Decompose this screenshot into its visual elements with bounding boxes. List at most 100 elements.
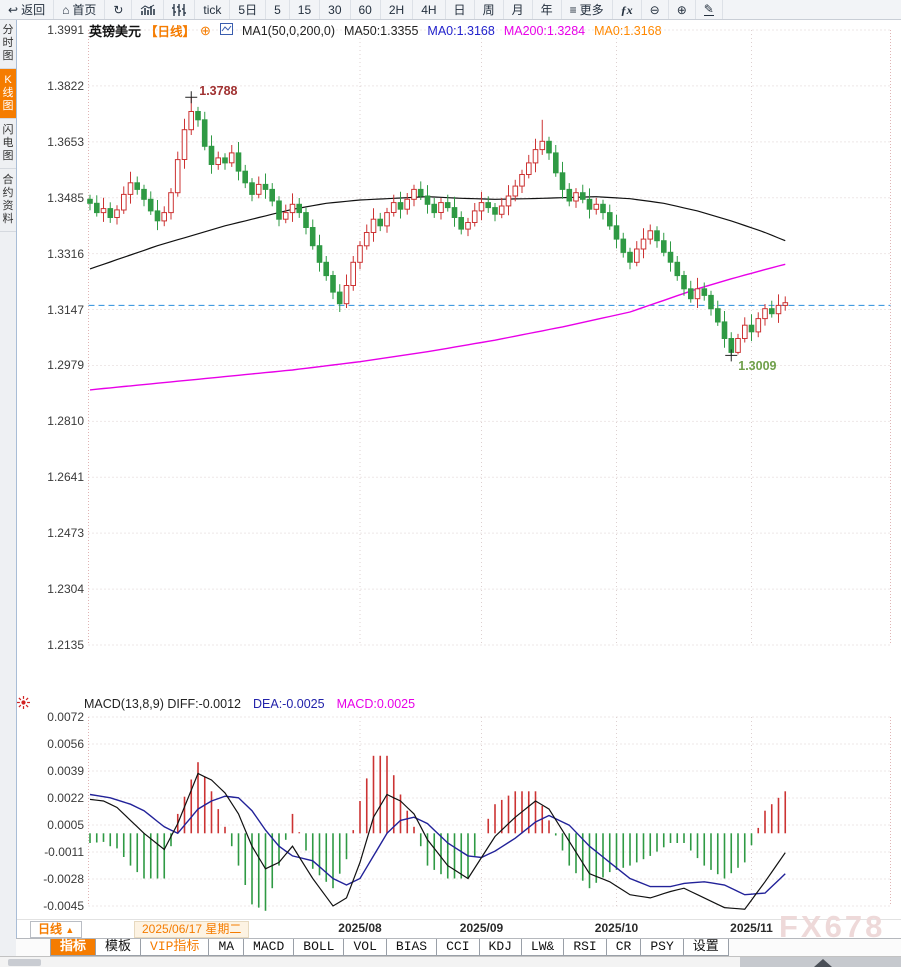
macd-header: MACD(13,8,9) DIFF:-0.0012 DEA:-0.0025 MA… bbox=[84, 697, 415, 711]
toolbar-button-interval-tick[interactable]: tick bbox=[195, 0, 231, 19]
month-axis-label: 2025/09 bbox=[459, 921, 504, 935]
indicator-tab-bar: 指标 模板 VIP指标 MA MACD BOLL VOL BIAS CCI KDJ LW& RSI CR… bbox=[16, 938, 901, 957]
ohlc-chart-icon bbox=[172, 3, 187, 16]
tab-kdj[interactable]: KDJ bbox=[479, 939, 522, 956]
month-axis-label: 2025/10 bbox=[594, 921, 639, 935]
macd-tick-label: -0.0028 bbox=[43, 872, 84, 886]
price-tick-label: 1.3485 bbox=[47, 190, 84, 205]
toolbar-button-interval-4h[interactable]: 4H bbox=[413, 0, 446, 19]
toolbar-button-interval-week[interactable]: 周 bbox=[475, 0, 504, 19]
toolbar-button-label: 更多 bbox=[579, 3, 604, 17]
price-tick-label: 1.2135 bbox=[47, 638, 84, 652]
toolbar-button-home[interactable]: ⌂ 首页 bbox=[54, 0, 106, 19]
ma-settings-label: MA1(50,0,200,0) bbox=[241, 23, 336, 38]
period-selector-label: 日线 bbox=[38, 922, 63, 936]
low-price-annotation: 1.3009 bbox=[738, 359, 777, 374]
toolbar-button-zoom-in[interactable]: ⊕ bbox=[669, 0, 696, 19]
price-tick-label: 1.3991 bbox=[47, 23, 84, 37]
toolbar-button-label: 年 bbox=[540, 3, 553, 17]
toolbar-button-label: 4H bbox=[421, 2, 437, 17]
ma200-value: MA200:1.3284 bbox=[503, 23, 586, 38]
chevron-up-icon: ▲ bbox=[65, 925, 75, 935]
macd-tick-label: 0.0056 bbox=[47, 737, 84, 751]
horizontal-scrollbar bbox=[0, 956, 901, 967]
toolbar-button-interval-day[interactable]: 日 bbox=[446, 0, 475, 19]
tab-lwr[interactable]: LW& bbox=[521, 939, 565, 956]
toolbar-button-interval-30[interactable]: 30 bbox=[320, 0, 351, 19]
sidebar-item-time-chart[interactable]: 分时图 bbox=[0, 19, 16, 69]
macd-tick-label: 0.0005 bbox=[47, 818, 84, 832]
toolbar-button-interval-month[interactable]: 月 bbox=[504, 0, 533, 19]
tab-macd[interactable]: MACD bbox=[244, 939, 295, 956]
back-icon: ↩ bbox=[8, 2, 19, 17]
sidebar-item-lightning-chart[interactable]: 闪电图 bbox=[0, 119, 16, 169]
macd-tick-label: 0.0022 bbox=[47, 791, 84, 805]
month-axis-label: 2025/11 bbox=[730, 921, 773, 935]
scrollbar-thumb-right[interactable] bbox=[740, 957, 901, 967]
price-tick-label: 1.3653 bbox=[47, 134, 84, 149]
sidebar-item-contract-info[interactable]: 合约资料 bbox=[0, 169, 16, 232]
tab-cr[interactable]: CR bbox=[606, 939, 642, 956]
toolbar-button-interval-5d[interactable]: 5日 bbox=[230, 0, 267, 19]
toolbar-button-interval-5[interactable]: 5 bbox=[266, 0, 290, 19]
home-icon: ⌂ bbox=[62, 2, 70, 17]
toolbar-button-back[interactable]: ↩ 返回 bbox=[0, 0, 55, 19]
tab-indicator[interactable]: 指标 bbox=[51, 939, 97, 956]
toolbar-button-refresh[interactable]: ↻ bbox=[105, 0, 133, 19]
start-date-readout: 2025/06/17 星期二 bbox=[134, 921, 250, 938]
toolbar-button-formula[interactable]: ƒx bbox=[613, 0, 642, 19]
macd-tick-label: -0.0011 bbox=[44, 845, 84, 859]
chart-header: 英镑美元 【日线】 ⊕ MA1(50,0,200,0) MA50:1.3355 … bbox=[89, 21, 662, 40]
tab-settings[interactable]: 设置 bbox=[683, 939, 729, 956]
price-tick-label: 1.2641 bbox=[47, 470, 84, 485]
toolbar-button-interval-15[interactable]: 15 bbox=[290, 0, 321, 19]
tab-cci[interactable]: CCI bbox=[437, 939, 480, 956]
zoom-in-icon: ⊕ bbox=[676, 2, 687, 17]
toolbar-button-zoom-out[interactable]: ⊖ bbox=[642, 0, 669, 19]
menu-icon: ≡ bbox=[569, 2, 577, 17]
price-tick-label: 1.3822 bbox=[47, 78, 84, 93]
tab-vol[interactable]: VOL bbox=[344, 939, 387, 956]
macd-tick-label: -0.0045 bbox=[43, 899, 84, 913]
scrollbar-thumb-left[interactable] bbox=[8, 959, 41, 966]
collapse-panel-handle[interactable] bbox=[814, 959, 832, 967]
macd-dea-value: DEA:-0.0025 bbox=[253, 697, 325, 711]
toolbar-button-label: 日 bbox=[453, 3, 466, 17]
price-tick-label: 1.3147 bbox=[47, 302, 84, 317]
toolbar-button-label: tick bbox=[203, 2, 222, 17]
symbol-name: 英镑美元 bbox=[89, 24, 142, 39]
toolbar-button-label: 5 bbox=[274, 2, 281, 17]
macd-tick-label: 0.0072 bbox=[47, 710, 84, 724]
tab-psy[interactable]: PSY bbox=[641, 939, 684, 956]
tab-template[interactable]: 模板 bbox=[96, 939, 142, 956]
mini-chart-icon[interactable] bbox=[219, 23, 233, 38]
macd-settings-icon[interactable] bbox=[16, 695, 31, 715]
toolbar-button-more[interactable]: ≡ 更多 bbox=[562, 0, 613, 19]
left-sidebar: 分时图 K线图 闪电图 合约资料 bbox=[0, 19, 17, 956]
high-price-annotation: 1.3788 bbox=[199, 84, 238, 99]
top-toolbar: ↩ 返回 ⌂ 首页 ↻ tick 5日 5 15 30 60 2H 4H 日周月年 ≡ 更多 ƒx ⊖ ⊕ ✎ bbox=[0, 0, 901, 20]
toolbar-button-draw[interactable]: ✎ bbox=[696, 0, 723, 19]
tab-ma[interactable]: MA bbox=[209, 939, 245, 956]
toolbar-button-interval-2h[interactable]: 2H bbox=[381, 0, 414, 19]
tab-boll[interactable]: BOLL bbox=[294, 939, 345, 956]
draw-icon: ✎ bbox=[703, 2, 714, 16]
sidebar-item-kline-chart[interactable]: K线图 bbox=[0, 69, 16, 119]
toolbar-button-interval-year[interactable]: 年 bbox=[533, 0, 562, 19]
tab-vip-indicator[interactable]: VIP指标 bbox=[141, 939, 210, 956]
toolbar-button-ohlc-chart[interactable] bbox=[164, 0, 196, 19]
toolbar-button-label: 15 bbox=[297, 2, 312, 17]
toolbar-button-label: 返回 bbox=[21, 3, 46, 17]
period-selector[interactable]: 日线 ▲ bbox=[30, 921, 83, 938]
tab-rsi[interactable]: RSI bbox=[564, 939, 607, 956]
period-label: 【日线】 bbox=[145, 25, 196, 39]
toolbar-button-bar-line-chart[interactable] bbox=[132, 0, 165, 19]
zoom-out-icon: ⊖ bbox=[649, 2, 660, 17]
tab-bias[interactable]: BIAS bbox=[386, 939, 438, 956]
price-tick-label: 1.2979 bbox=[47, 358, 84, 373]
toolbar-button-label: 2H bbox=[388, 2, 405, 17]
add-indicator-icon[interactable]: ⊕ bbox=[200, 22, 211, 38]
toolbar-button-interval-60[interactable]: 60 bbox=[351, 0, 381, 19]
